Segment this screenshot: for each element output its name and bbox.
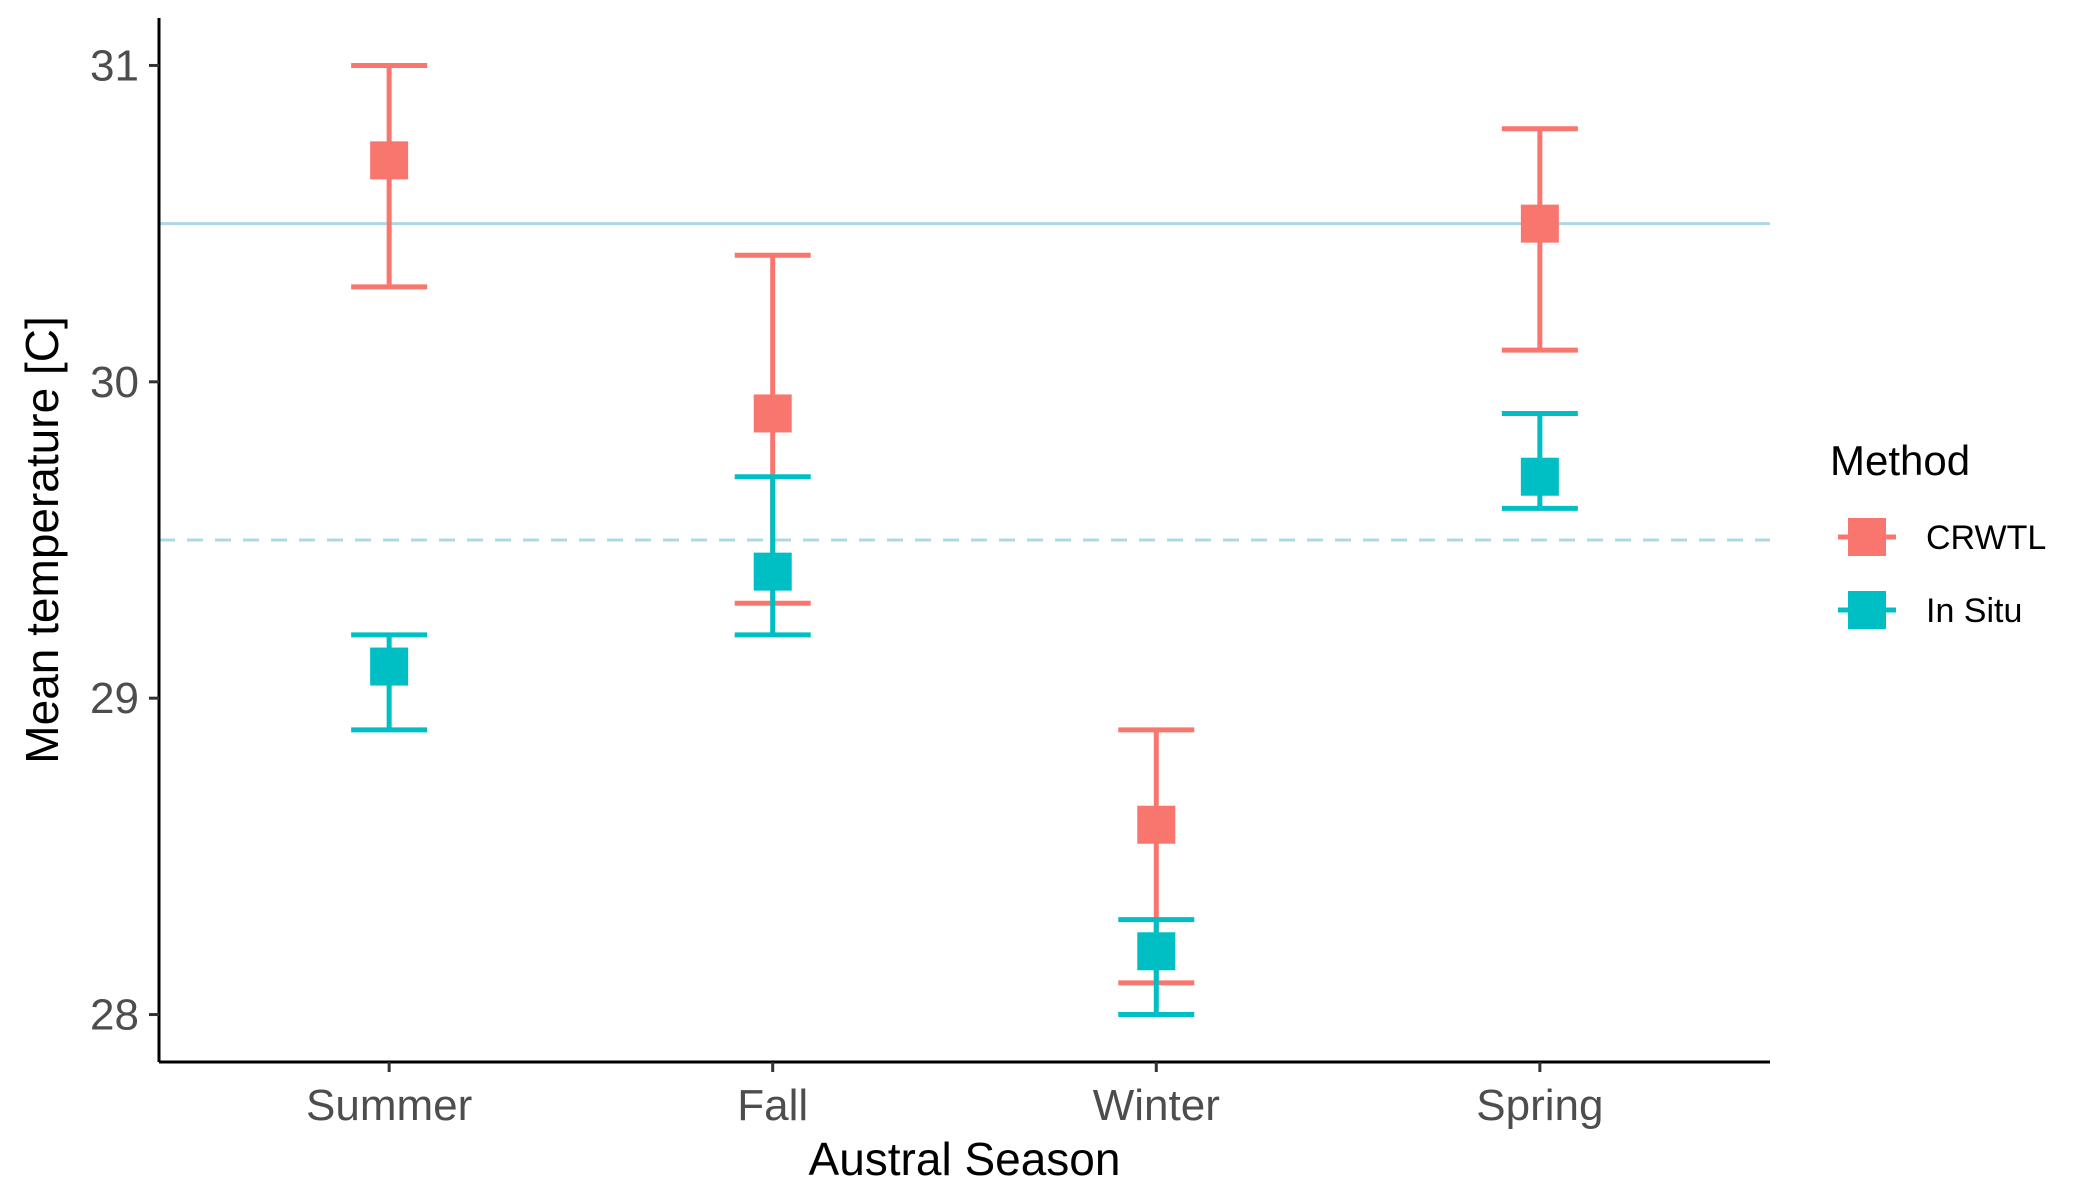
y-tick-label: 28: [90, 991, 139, 1040]
point-crwtl-winter: [1137, 805, 1176, 844]
y-tick-label: 30: [90, 358, 139, 407]
point-in-situ-fall: [753, 552, 792, 591]
legend-key-square: [1848, 518, 1886, 556]
point-crwtl-spring: [1520, 204, 1559, 243]
legend: Method CRWTL In Situ: [1830, 437, 2046, 630]
axes: 28 29 30 31 Summer Fall Winter Spring Austral Se…: [16, 18, 1770, 1185]
x-tick-label: Winter: [1093, 1081, 1220, 1130]
legend-key-square: [1848, 591, 1886, 629]
x-tick-label: Summer: [306, 1081, 472, 1130]
point-in-situ-winter: [1137, 932, 1176, 971]
x-tick-label: Fall: [737, 1081, 808, 1130]
y-axis-title: Mean temperature [C]: [16, 316, 68, 763]
point-in-situ-spring: [1520, 457, 1559, 496]
x-axis-title: Austral Season: [809, 1133, 1121, 1185]
point-in-situ-summer: [370, 647, 409, 686]
reference-lines: [159, 222, 1770, 542]
legend-label: CRWTL: [1926, 519, 2046, 557]
data-points: [370, 141, 1559, 971]
legend-title: Method: [1830, 437, 1970, 484]
point-crwtl-summer: [370, 141, 409, 180]
legend-item-in-situ: In Situ: [1838, 591, 2022, 630]
y-tick-label: 31: [90, 41, 139, 90]
x-tick-label: Spring: [1476, 1081, 1603, 1130]
y-tick-label: 29: [90, 674, 139, 723]
legend-item-crwtl: CRWTL: [1838, 518, 2046, 557]
legend-label: In Situ: [1926, 592, 2022, 630]
point-crwtl-fall: [753, 394, 792, 433]
